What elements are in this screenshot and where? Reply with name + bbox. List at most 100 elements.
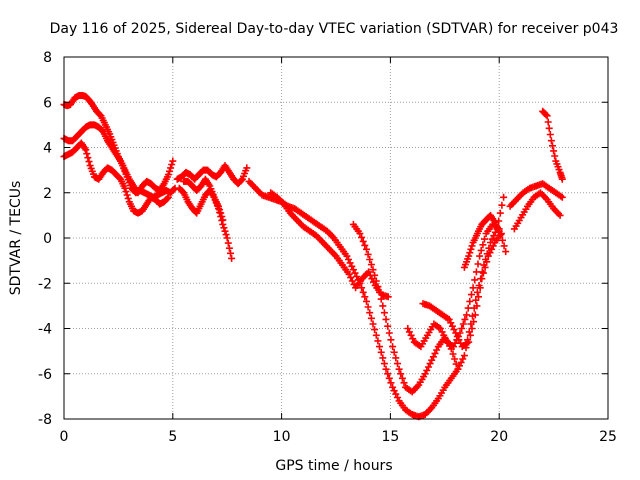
data-point-marker <box>349 266 357 274</box>
data-point-marker <box>361 293 369 301</box>
data-point-marker <box>472 268 480 276</box>
data-point-marker <box>371 326 379 334</box>
data-point-marker <box>123 191 131 199</box>
data-point-marker <box>469 284 477 292</box>
data-point-marker <box>377 295 385 303</box>
data-point-marker <box>546 131 554 138</box>
data-point-marker <box>122 188 130 196</box>
data-point-marker <box>223 234 231 242</box>
data-point-marker <box>164 193 172 201</box>
data-point-marker <box>550 147 558 155</box>
data-point-marker <box>347 274 355 282</box>
data-point-marker <box>369 266 377 274</box>
data-point-marker <box>466 297 474 305</box>
x-tick-label: 20 <box>490 429 508 445</box>
y-tick-label: 6 <box>43 95 52 111</box>
x-tick-label: 5 <box>168 429 177 445</box>
data-point-marker <box>216 206 224 214</box>
data-point-marker <box>475 293 482 301</box>
series-track-b <box>60 121 177 197</box>
data-point-marker <box>380 309 388 317</box>
data-point-marker <box>458 325 466 332</box>
series-track-m <box>506 180 566 210</box>
data-point-marker <box>479 269 487 277</box>
data-point-marker <box>471 276 479 284</box>
data-point-marker <box>465 252 473 260</box>
data-point-marker <box>483 258 491 266</box>
data-point-marker <box>468 242 476 250</box>
x-tick-label: 10 <box>273 429 291 445</box>
x-axis-title: GPS time / hours <box>275 458 392 474</box>
data-point-marker <box>358 233 366 241</box>
data-point-marker <box>502 248 510 256</box>
data-point-marker <box>384 322 392 330</box>
series-track-o <box>539 107 566 183</box>
data-point-marker <box>121 184 129 192</box>
data-point-marker <box>217 209 225 217</box>
data-point-marker <box>426 360 434 368</box>
y-tick-label: -8 <box>38 412 52 428</box>
data-point-marker <box>500 242 508 250</box>
data-point-marker <box>374 283 382 291</box>
data-point-marker <box>164 171 172 179</box>
data-point-marker <box>558 175 566 183</box>
data-point-marker <box>447 319 455 327</box>
data-point-marker <box>364 250 372 258</box>
data-point-marker <box>471 311 479 319</box>
data-point-marker <box>545 124 553 132</box>
data-point-marker <box>379 302 387 310</box>
data-point-marker <box>377 348 385 356</box>
data-point-marker <box>468 325 476 332</box>
y-tick-label: 4 <box>43 141 52 157</box>
data-point-marker <box>459 320 467 328</box>
data-point-marker <box>83 150 91 158</box>
data-point-marker <box>398 374 406 382</box>
y-tick-label: 8 <box>43 50 52 66</box>
data-point-marker <box>542 111 550 119</box>
data-point-marker <box>163 194 171 202</box>
data-points <box>60 92 566 421</box>
data-point-marker <box>476 284 484 292</box>
series-track-l <box>460 211 503 271</box>
data-point-marker <box>366 256 374 263</box>
data-point-marker <box>449 350 457 358</box>
data-point-marker <box>556 211 564 219</box>
data-point-marker <box>382 315 390 323</box>
y-tick-label: -4 <box>38 322 52 338</box>
data-point-marker <box>500 193 508 201</box>
series-track-c <box>60 139 172 217</box>
data-point-marker <box>84 154 92 162</box>
axis-ticks: 0 5 10 15 20 25 -8 -6 -4 -2 0 2 4 6 8 <box>38 50 617 445</box>
data-point-marker <box>376 343 383 351</box>
data-point-marker <box>237 176 245 184</box>
data-point-marker <box>461 315 469 323</box>
x-tick-label: 15 <box>381 429 399 445</box>
data-point-marker <box>363 245 370 253</box>
data-point-marker <box>358 284 366 292</box>
data-point-marker <box>543 112 551 120</box>
data-point-marker <box>215 202 222 210</box>
data-point-marker <box>219 216 227 224</box>
data-point-marker <box>392 354 400 362</box>
data-point-marker <box>558 193 566 201</box>
data-point-marker <box>379 354 387 362</box>
data-point-marker <box>470 318 478 326</box>
y-axis-title: SDTVAR / TECUs <box>8 181 24 296</box>
data-point-marker <box>549 142 556 150</box>
data-point-marker <box>225 244 233 252</box>
data-point-marker <box>387 336 395 344</box>
data-point-marker <box>374 337 382 345</box>
data-point-marker <box>498 201 506 209</box>
series-track-e <box>175 184 236 262</box>
series-track-g <box>245 177 462 421</box>
data-point-marker <box>384 370 392 378</box>
data-point-marker <box>466 331 474 339</box>
data-point-marker <box>385 329 393 337</box>
data-point-marker <box>404 325 412 332</box>
data-point-marker <box>376 288 383 296</box>
series-track-k <box>419 230 505 351</box>
data-point-marker <box>243 164 251 172</box>
data-point-marker <box>124 194 132 202</box>
y-tick-label: -2 <box>38 276 52 292</box>
data-point-marker <box>476 252 484 260</box>
